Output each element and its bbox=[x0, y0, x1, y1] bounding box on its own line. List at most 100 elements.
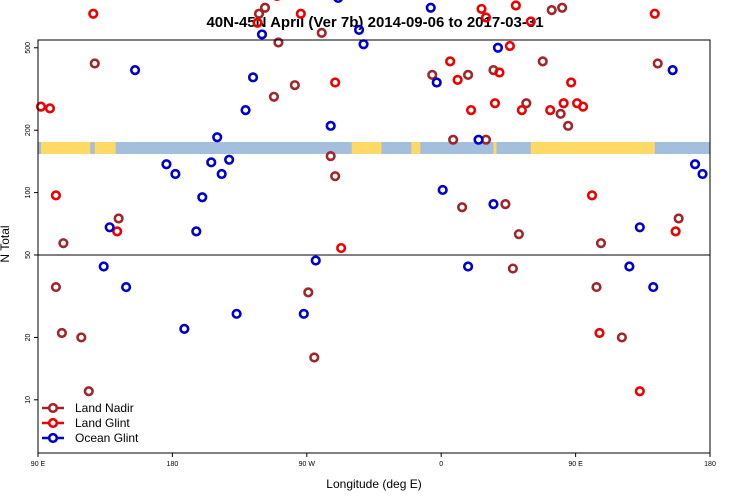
data-point bbox=[555, 108, 566, 119]
legend-marker bbox=[47, 402, 59, 414]
legend-entry: Land Glint bbox=[42, 416, 130, 430]
data-point bbox=[191, 226, 202, 237]
data-point bbox=[104, 222, 115, 233]
data-point bbox=[336, 242, 347, 254]
data-point bbox=[83, 386, 94, 397]
data-point bbox=[330, 77, 341, 88]
series-land-nadir bbox=[50, 2, 684, 397]
data-point bbox=[566, 77, 577, 88]
x-tick-label: 0 bbox=[439, 461, 443, 468]
x-tick-label: 180 bbox=[167, 461, 179, 468]
data-point bbox=[252, 17, 263, 28]
data-point bbox=[212, 132, 223, 143]
data-point bbox=[325, 151, 336, 162]
data-point bbox=[445, 56, 456, 67]
data-point bbox=[462, 261, 474, 272]
data-point bbox=[586, 190, 598, 201]
data-point bbox=[50, 190, 62, 201]
data-point bbox=[58, 238, 69, 249]
land-ocean-band bbox=[38, 142, 710, 154]
legend-label: Land Glint bbox=[75, 416, 130, 430]
y-tick-label: 50 bbox=[25, 251, 32, 259]
data-point bbox=[256, 29, 268, 40]
x-tick-label: 90 E bbox=[568, 461, 583, 468]
data-point bbox=[480, 12, 492, 23]
data-point bbox=[44, 103, 56, 114]
data-point bbox=[473, 134, 484, 145]
data-point bbox=[462, 69, 474, 80]
data-point bbox=[591, 281, 602, 293]
legend-entry: Ocean Glint bbox=[42, 431, 139, 445]
data-point bbox=[268, 91, 280, 102]
data-point bbox=[289, 80, 300, 91]
data-point bbox=[303, 287, 314, 298]
data-point bbox=[525, 16, 536, 27]
data-point bbox=[537, 56, 548, 67]
data-point bbox=[179, 323, 190, 334]
band-land-segment bbox=[530, 142, 655, 154]
y-tick-label: 200 bbox=[25, 124, 32, 136]
data-point bbox=[634, 222, 645, 233]
data-point bbox=[231, 308, 242, 319]
x-axis-label: Longitude (deg E) bbox=[326, 477, 421, 491]
data-point bbox=[649, 8, 660, 19]
data-point bbox=[689, 159, 701, 170]
data-point bbox=[648, 281, 659, 293]
data-point bbox=[510, 0, 521, 11]
data-point bbox=[325, 120, 336, 131]
data-point bbox=[448, 134, 459, 145]
y-tick-label: 100 bbox=[25, 187, 32, 199]
x-tick-label: 90 W bbox=[299, 461, 316, 468]
data-point bbox=[316, 27, 327, 38]
data-point bbox=[476, 3, 487, 15]
data-point bbox=[224, 154, 235, 165]
legend-label: Land Nadir bbox=[75, 401, 134, 415]
data-point bbox=[353, 24, 365, 35]
data-point bbox=[89, 58, 100, 69]
data-point bbox=[577, 101, 589, 112]
data-point bbox=[452, 74, 463, 85]
data-point bbox=[595, 238, 607, 249]
data-point bbox=[465, 105, 477, 116]
data-point bbox=[594, 327, 605, 339]
data-point bbox=[35, 101, 47, 112]
data-point bbox=[457, 202, 468, 213]
data-point bbox=[333, 0, 343, 4]
data-point bbox=[494, 67, 505, 78]
data-point bbox=[161, 159, 172, 170]
data-point bbox=[557, 2, 568, 13]
data-point bbox=[670, 226, 681, 237]
y-tick-label: 20 bbox=[25, 333, 32, 341]
data-point bbox=[624, 261, 635, 272]
data-point bbox=[98, 261, 109, 272]
data-point bbox=[88, 8, 99, 19]
y-tick-label: 500 bbox=[25, 42, 32, 54]
data-point bbox=[273, 37, 284, 48]
series-land-glint bbox=[35, 0, 681, 397]
legend-marker bbox=[47, 432, 59, 444]
data-points bbox=[35, 0, 708, 397]
data-point bbox=[309, 352, 320, 363]
data-point bbox=[197, 192, 208, 203]
legend-label: Ocean Glint bbox=[75, 431, 139, 445]
data-point bbox=[673, 213, 684, 224]
data-point bbox=[170, 168, 181, 180]
band-land-segment bbox=[493, 142, 497, 154]
data-point bbox=[563, 120, 574, 131]
data-point bbox=[546, 4, 557, 16]
data-point bbox=[76, 332, 87, 343]
y-axis: 10205010020050010002000 bbox=[25, 42, 38, 404]
data-point bbox=[129, 65, 141, 76]
x-tick-label: 90 E bbox=[31, 461, 46, 468]
data-point bbox=[489, 98, 501, 109]
data-point bbox=[247, 72, 259, 83]
data-point bbox=[504, 40, 515, 52]
data-point bbox=[310, 255, 321, 266]
data-point bbox=[513, 229, 524, 240]
x-tick-label: 180 bbox=[704, 461, 716, 468]
data-point bbox=[427, 69, 438, 80]
data-point bbox=[431, 77, 442, 88]
data-point bbox=[507, 263, 518, 274]
